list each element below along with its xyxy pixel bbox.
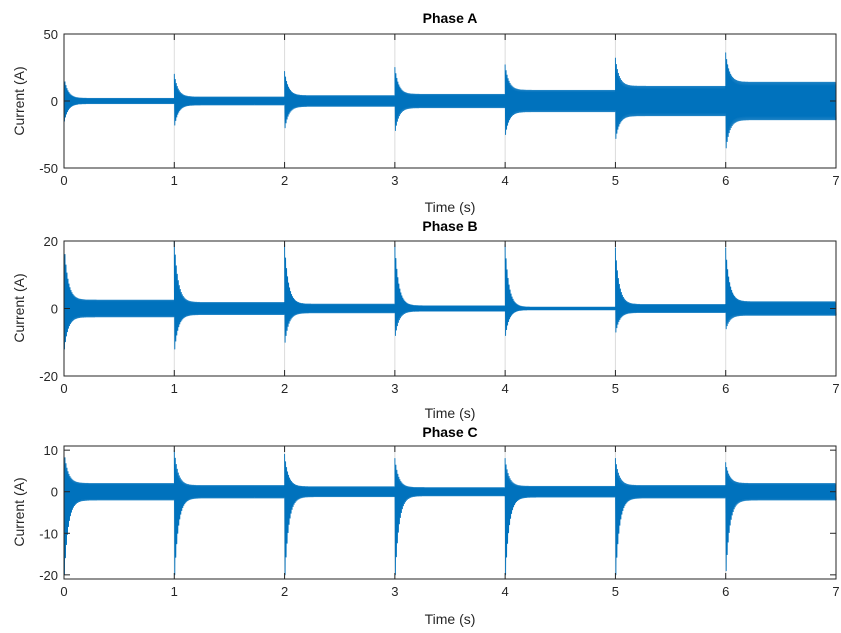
series-line	[63, 52, 837, 149]
current-waveform	[63, 449, 837, 576]
current-waveform	[63, 240, 837, 350]
y-axis-label: Current (A)	[11, 477, 27, 546]
x-tick-label: 5	[612, 584, 619, 599]
series-line	[63, 449, 837, 576]
x-tick-label: 4	[502, 584, 509, 599]
x-tick-label: 7	[832, 173, 839, 188]
y-tick-label: -50	[39, 161, 58, 176]
y-tick-label: 50	[44, 27, 58, 42]
x-tick-label: 2	[281, 584, 288, 599]
y-tick-label: 0	[51, 94, 58, 109]
x-tick-label: 1	[171, 381, 178, 396]
x-tick-label: 3	[391, 584, 398, 599]
x-tick-label: 5	[612, 381, 619, 396]
y-axis-label: Current (A)	[11, 273, 27, 342]
y-tick-label: -10	[39, 526, 58, 541]
x-tick-label: 6	[722, 173, 729, 188]
x-tick-label: 7	[832, 381, 839, 396]
panel-phase-c: Phase C Time (s) Current (A) 0 1 2 3 4 5 6 7 -20…	[11, 424, 840, 627]
x-tick-label: 2	[281, 173, 288, 188]
y-tick-label: -20	[39, 568, 58, 583]
x-axis-label: Time (s)	[425, 611, 476, 627]
x-tick-label: 4	[502, 173, 509, 188]
x-tick-label: 0	[60, 173, 67, 188]
tick-marks	[63, 446, 837, 579]
x-tick-label: 5	[612, 173, 619, 188]
tick-marks	[63, 33, 837, 169]
panel-phase-a: Phase A Time (s) Current (A) 0 1 2 3 4 5 6 7 -50…	[11, 10, 840, 215]
x-tick-label: 6	[722, 584, 729, 599]
x-axis-label: Time (s)	[425, 199, 476, 215]
x-tick-label: 6	[722, 381, 729, 396]
x-axis-label: Time (s)	[425, 405, 476, 421]
axes-box	[63, 445, 837, 580]
chart-title: Phase B	[422, 218, 477, 234]
y-tick-label: 10	[44, 443, 58, 458]
y-tick-label: -20	[39, 369, 58, 384]
x-tick-label: 0	[60, 584, 67, 599]
y-tick-label: 0	[51, 485, 58, 500]
y-tick-label: 20	[44, 234, 58, 249]
chart-title: Phase A	[423, 10, 478, 26]
x-tick-label: 7	[832, 584, 839, 599]
x-tick-label: 3	[391, 381, 398, 396]
x-tick-label: 0	[60, 381, 67, 396]
panel-phase-b: Phase B Time (s) Current (A) 0 1 2 3 4 5 6 7 -20…	[11, 218, 840, 421]
series-line	[63, 240, 837, 350]
y-axis-label: Current (A)	[11, 66, 27, 135]
y-tick-label: 0	[51, 302, 58, 317]
x-tick-label: 3	[391, 173, 398, 188]
x-tick-label: 4	[502, 381, 509, 396]
x-tick-label: 1	[171, 584, 178, 599]
chart-title: Phase C	[422, 424, 477, 440]
x-tick-label: 2	[281, 381, 288, 396]
x-tick-label: 1	[171, 173, 178, 188]
current-waveform	[63, 52, 837, 149]
tick-marks	[63, 240, 837, 377]
